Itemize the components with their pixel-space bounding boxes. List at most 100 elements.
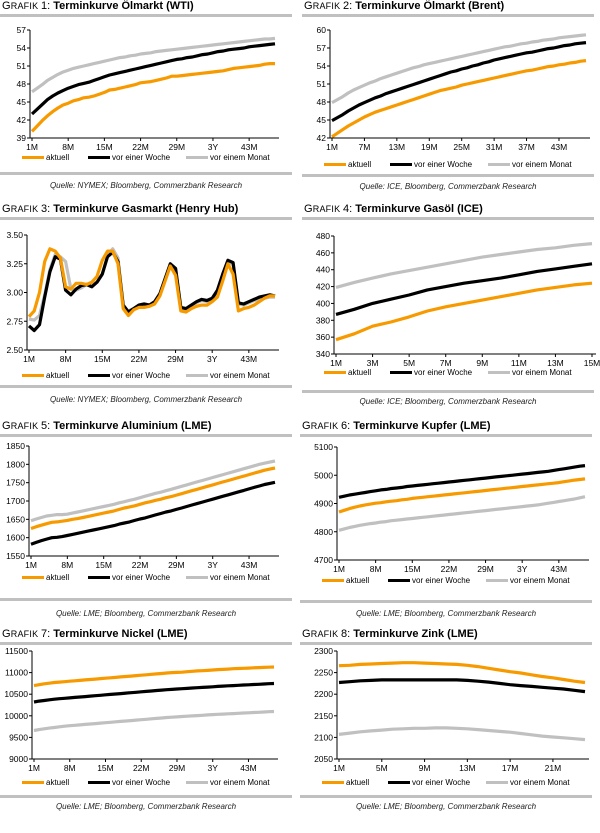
y-tick-label: 54 bbox=[317, 61, 327, 71]
title-colon: : bbox=[47, 0, 54, 12]
x-tick-label: 43M bbox=[241, 354, 258, 364]
source-divider bbox=[302, 390, 594, 393]
legend-item-vor-einem-monat: vor einem Monat bbox=[486, 778, 570, 787]
y-tick-label: 2250 bbox=[314, 668, 333, 678]
legend-label: aktuell bbox=[46, 153, 70, 162]
x-tick-label: 29M bbox=[168, 560, 185, 570]
y-tick-label: 51 bbox=[17, 61, 27, 71]
series-vor-einem-monat bbox=[30, 459, 276, 523]
y-tick-label: 340 bbox=[316, 349, 330, 359]
y-tick-label: 1650 bbox=[6, 514, 25, 524]
legend-swatch bbox=[88, 576, 110, 579]
x-tick-label: 13M bbox=[389, 142, 406, 152]
legend-item-vor-einem-monat: vor einem Monat bbox=[488, 368, 572, 377]
line-chart: 340 360 380 400 420 440 460 480 1M 3M 5M 7M 9M 11M 13M… bbox=[316, 231, 600, 368]
y-tick-label: 48 bbox=[17, 79, 27, 89]
y-tick-label: 2050 bbox=[314, 754, 333, 764]
chart-number: 7 bbox=[40, 628, 48, 640]
x-tick-label: 43M bbox=[551, 142, 568, 152]
series-aktuell bbox=[30, 466, 276, 531]
chart-title: GRAFIK 6: Terminkurve Kupfer (LME) bbox=[302, 420, 491, 432]
legend-label: aktuell bbox=[46, 573, 70, 582]
y-tick-label: 400 bbox=[316, 298, 330, 308]
chart-number: 6 bbox=[340, 420, 348, 432]
x-tick-label: 15M bbox=[584, 358, 600, 368]
series-aktuell bbox=[335, 281, 593, 342]
legend-swatch bbox=[88, 781, 110, 784]
chart-panel-2: GRAFIK 2: Terminkurve Ölmarkt (Brent) 42 4… bbox=[302, 0, 594, 205]
legend-label: vor einer Woche bbox=[112, 778, 171, 787]
legend-swatch bbox=[390, 371, 412, 374]
chart-title: GRAFIK 7: Terminkurve Nickel (LME) bbox=[2, 628, 188, 640]
legend-item-aktuell: aktuell bbox=[324, 160, 371, 169]
legend-swatch bbox=[22, 156, 44, 159]
chart-panel-8: GRAFIK 8: Terminkurve Zink (LME) 2050 2100… bbox=[300, 628, 592, 833]
legend-swatch bbox=[186, 781, 208, 784]
legend-item-aktuell: aktuell bbox=[22, 778, 69, 787]
legend-item-vor-einer-woche: vor einer Woche bbox=[88, 778, 170, 787]
legend-item-vor-einer-woche: vor einer Woche bbox=[88, 573, 170, 582]
chart-legend: aktuell vor einer Woche vor einem Monat bbox=[0, 573, 292, 585]
y-tick-label: 5100 bbox=[314, 442, 333, 452]
legend-label: vor einer Woche bbox=[412, 778, 471, 787]
y-tick-label: 9500 bbox=[9, 732, 28, 742]
chart-label: GRAFIK bbox=[302, 420, 341, 432]
y-tick-label: 48 bbox=[317, 97, 327, 107]
y-tick-label: 360 bbox=[316, 332, 330, 342]
line-chart: 39 42 45 48 51 54 57 1M 8M 15M 22M 29M 3Y 43M bbox=[17, 25, 279, 152]
legend-item-vor-einem-monat: vor einem Monat bbox=[186, 153, 270, 162]
x-tick-label: 5M bbox=[376, 763, 388, 773]
x-tick-label: 29M bbox=[169, 763, 186, 773]
y-tick-label: 39 bbox=[17, 133, 27, 143]
series-vor-einem-monat bbox=[33, 709, 275, 733]
series-vor-einer-woche bbox=[338, 464, 586, 499]
y-tick-label: 57 bbox=[17, 25, 27, 35]
x-tick-label: 43M bbox=[241, 560, 258, 570]
y-tick-label: 1550 bbox=[6, 551, 25, 561]
legend-swatch bbox=[322, 781, 344, 784]
y-tick-label: 2200 bbox=[314, 689, 333, 699]
chart-title-text: Terminkurve Ölmarkt (Brent) bbox=[355, 0, 505, 12]
title-divider bbox=[300, 642, 592, 645]
legend-swatch bbox=[186, 156, 208, 159]
legend-item-vor-einer-woche: vor einer Woche bbox=[388, 778, 470, 787]
source-divider bbox=[0, 598, 292, 601]
x-tick-label: 21M bbox=[545, 763, 562, 773]
legend-item-vor-einem-monat: vor einem Monat bbox=[186, 778, 270, 787]
legend-label: vor einer Woche bbox=[414, 368, 473, 377]
legend-label: vor einer Woche bbox=[414, 160, 473, 169]
x-tick-label: 9M bbox=[476, 358, 488, 368]
chart-title-text: Terminkurve Aluminium (LME) bbox=[53, 420, 212, 432]
legend-item-aktuell: aktuell bbox=[324, 368, 371, 377]
x-tick-label: 22M bbox=[441, 564, 458, 574]
chart-legend: aktuell vor einer Woche vor einem Monat bbox=[0, 153, 292, 165]
y-tick-label: 420 bbox=[316, 282, 330, 292]
y-tick-label: 1800 bbox=[6, 459, 25, 469]
legend-swatch bbox=[88, 156, 110, 159]
x-tick-label: 31M bbox=[486, 142, 503, 152]
series-vor-einer-woche bbox=[338, 678, 586, 694]
source-divider bbox=[300, 600, 592, 603]
y-tick-label: 42 bbox=[317, 133, 327, 143]
chart-title-text: Terminkurve Zink (LME) bbox=[353, 628, 478, 640]
legend-swatch bbox=[322, 579, 344, 582]
legend-item-aktuell: aktuell bbox=[322, 576, 369, 585]
legend-swatch bbox=[22, 576, 44, 579]
x-tick-label: 22M bbox=[132, 560, 149, 570]
x-tick-label: 8M bbox=[62, 142, 74, 152]
chart-label: GRAFIK bbox=[2, 628, 41, 640]
x-tick-label: 43M bbox=[240, 763, 257, 773]
legend-swatch bbox=[186, 576, 208, 579]
chart-panel-4: GRAFIK 4: Terminkurve Gasöl (ICE) 340 360 3… bbox=[302, 203, 600, 408]
y-tick-label: 9000 bbox=[9, 754, 28, 764]
x-tick-label: 5M bbox=[403, 358, 415, 368]
legend-swatch bbox=[390, 163, 412, 166]
legend-swatch bbox=[186, 374, 208, 377]
chart-panel-6: GRAFIK 6: Terminkurve Kupfer (LME) 4700 48… bbox=[300, 420, 592, 625]
x-tick-label: 17M bbox=[502, 763, 519, 773]
y-tick-label: 3.50 bbox=[6, 230, 23, 240]
y-tick-label: 2100 bbox=[314, 732, 333, 742]
x-tick-label: 29M bbox=[167, 354, 184, 364]
x-tick-label: 43M bbox=[241, 142, 258, 152]
chart-legend: aktuell vor einer Woche vor einem Monat bbox=[300, 576, 592, 588]
